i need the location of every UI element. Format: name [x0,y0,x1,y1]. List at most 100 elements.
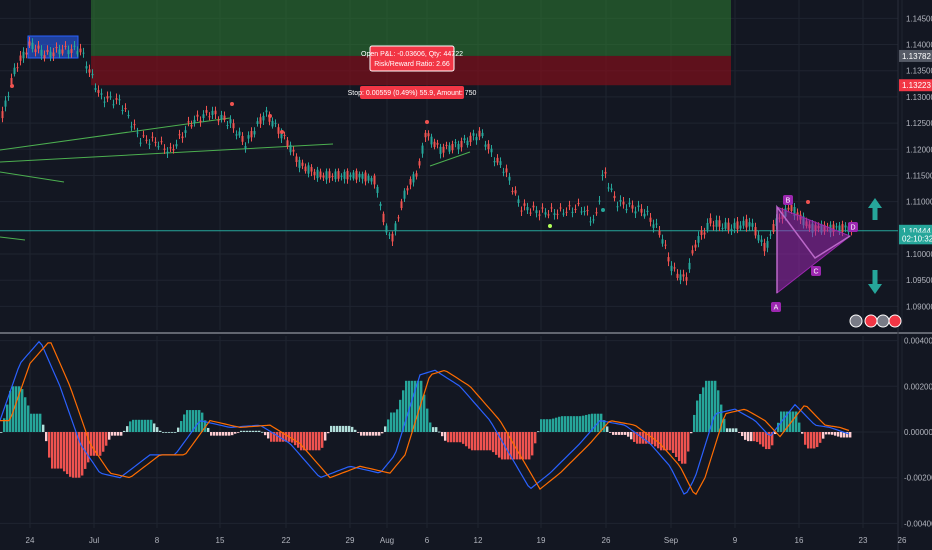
macd-bar [132,419,135,432]
candle-body [454,142,457,144]
candle-body [838,225,841,233]
macd-bar [501,432,504,460]
macd-bar [813,432,816,449]
macd-bar [846,432,849,438]
candle-body [337,171,340,179]
y-tick-label: 1.12500 [906,119,932,128]
candle-body [226,124,229,126]
macd-bar [96,432,99,456]
candle-body [364,172,367,182]
macd-bar [720,404,723,432]
candle-body [376,186,379,193]
macd-bar [609,432,612,433]
macd-bar [717,390,720,432]
macd-bar [684,432,687,464]
macd-bar [840,432,843,438]
candle-body [601,174,604,177]
candle-body [658,230,661,236]
candle-body [679,274,682,281]
candle-body [595,212,598,214]
y-tick-label: 1.09500 [906,276,932,285]
macd-bar [144,419,147,432]
candle-body [718,220,721,227]
candle-body [649,217,652,222]
macd-bar [783,411,786,432]
position-boxes [27,0,731,86]
candle-body [508,176,511,181]
candle-body [4,100,7,107]
macd-bar [402,390,405,432]
time-axis: 24 Jul 8 15 22 29 Aug 6 12 19 26 Sep 9 16 23 26 [26,536,907,545]
event-icon [849,314,863,328]
macd-bar [342,425,345,432]
macd-bar [657,432,660,449]
triangle-pattern[interactable]: A B C D [771,195,858,312]
macd-bar [243,430,246,432]
candle-body [406,188,409,191]
candle-body [259,117,262,124]
macd-lines [0,340,850,496]
candle-body [523,203,526,206]
candle-body [793,207,796,216]
macd-bar [786,411,789,432]
macd-bar [678,432,681,462]
candle-body [49,51,52,58]
candle-body [202,114,205,119]
macd-bar [357,432,360,433]
candle-body [445,144,448,146]
macd-bar [336,425,339,432]
candle-body [433,141,436,148]
candle-body [682,274,685,277]
macd-bar [645,432,648,444]
candle-body [334,171,337,180]
candle-body [490,148,493,153]
macd-bar [45,432,48,442]
candle-body [832,224,835,232]
pattern-point-label: A [774,305,779,312]
macd-bar [201,412,204,432]
macd-bar [795,411,798,432]
macd-bar [333,425,336,432]
candle-body [646,210,649,212]
candle-body [187,121,190,123]
candle-body [355,170,358,180]
candle-body [130,126,133,128]
candle-body [298,159,301,168]
candle-body [211,110,214,115]
candle-body [103,101,106,103]
macd-bar [165,432,168,433]
candle-body [703,232,706,235]
candle-body [283,134,286,136]
macd-bar [828,432,831,435]
y-tick-label: 1.10000 [906,250,932,259]
candle-body [580,211,583,213]
macd-bar [387,419,390,432]
macd-bar [492,432,495,453]
candle-body [547,214,550,216]
candle-body [199,120,202,123]
candle-body [568,205,571,207]
candle-body [499,161,502,166]
candle-body [835,226,838,228]
macd-bar [759,432,762,445]
macd-bar [150,419,153,432]
macd-bar [444,432,447,441]
candle-body [493,161,496,163]
macd-bar [18,386,21,432]
candle-body [241,135,244,142]
candle-body [529,212,532,214]
candle-body [238,131,241,136]
candle-body [268,115,271,122]
candle-body [463,138,466,140]
candle-body [379,203,382,207]
candle-body [694,244,697,248]
macd-bar [81,432,84,476]
macd-bar [411,380,414,432]
candle-body [367,175,370,181]
macd-bar [303,432,306,451]
candle-body [541,207,544,209]
macd-tick-label: 0.00400 [904,337,932,346]
macd-bar [516,432,519,460]
macd-bar [351,426,354,432]
